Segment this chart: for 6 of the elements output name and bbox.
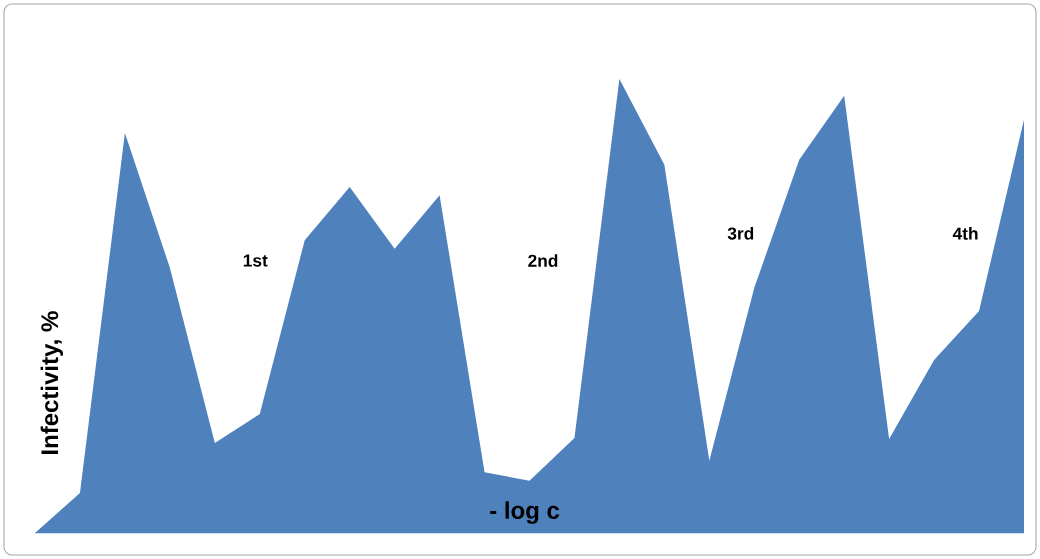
annotation: 3rd [727, 226, 754, 240]
annotation: 1st [243, 254, 268, 267]
annotation: 2nd [528, 254, 558, 267]
annotation: 4th [952, 226, 978, 240]
y-axis-title: Infectivity, % [40, 311, 63, 455]
x-axis-title: - log c [490, 501, 560, 524]
